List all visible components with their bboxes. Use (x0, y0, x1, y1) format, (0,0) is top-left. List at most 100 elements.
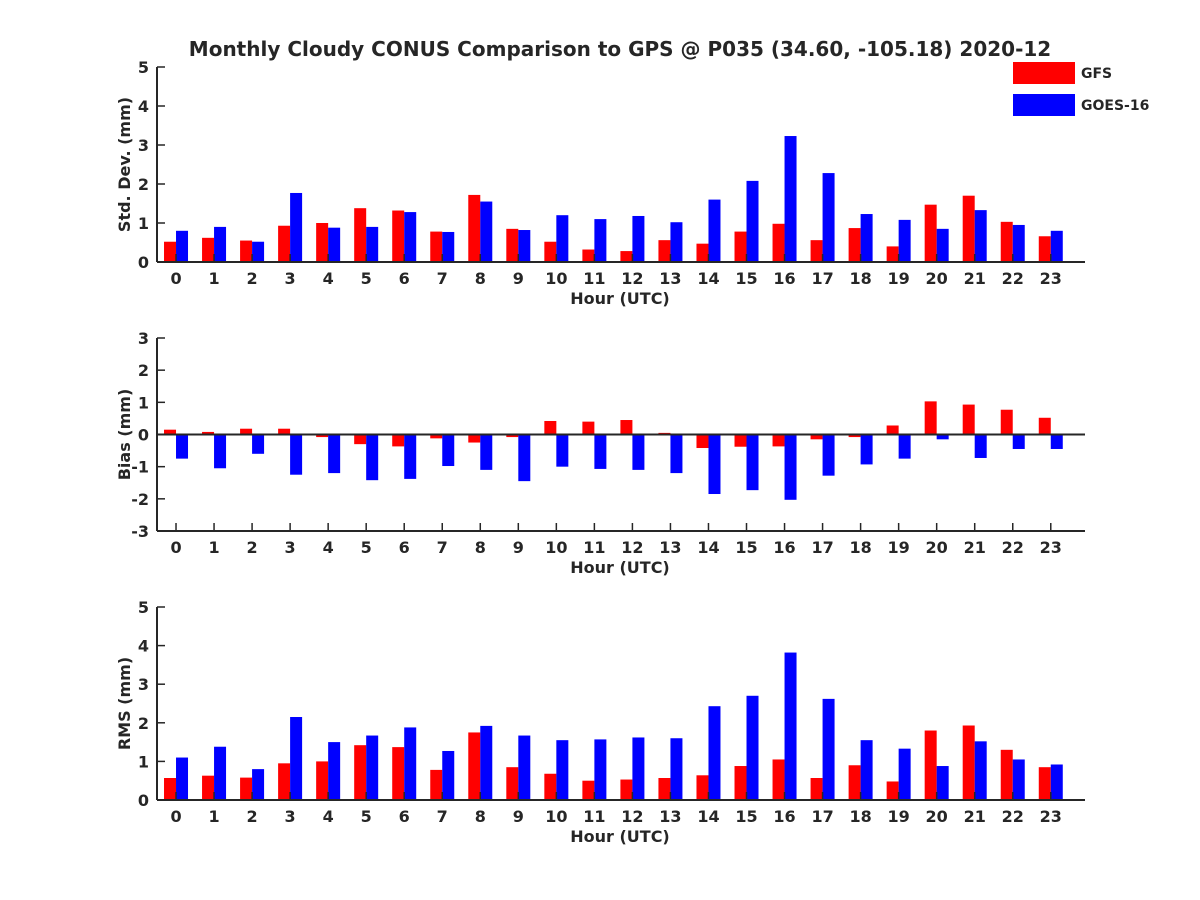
bar-gfs-3 (278, 428, 291, 435)
bar-goes-16-16 (784, 136, 797, 262)
bar-gfs-8 (468, 194, 481, 262)
y-tick-label: 4 (138, 637, 149, 656)
bar-goes-16-2 (252, 434, 265, 454)
bar-gfs-5 (354, 208, 367, 262)
bar-goes-16-19 (898, 748, 911, 800)
bar-gfs-13 (658, 240, 671, 262)
bar-goes-16-19 (898, 219, 911, 262)
bar-goes-16-18 (860, 434, 873, 465)
bar-gfs-2 (240, 777, 253, 800)
legend: GFS GOES-16 (1013, 62, 1149, 116)
bar-gfs-4 (316, 223, 329, 262)
x-tick-label: 16 (773, 538, 795, 557)
x-tick-label: 7 (437, 269, 448, 288)
bar-goes-16-20 (936, 434, 949, 440)
bar-gfs-12 (620, 779, 633, 800)
bar-goes-16-21 (974, 741, 987, 800)
bar-gfs-0 (164, 429, 177, 435)
bar-goes-16-12 (632, 434, 645, 470)
bar-gfs-20 (924, 204, 937, 262)
x-tick-label: 6 (399, 807, 410, 826)
x-tick-label: 9 (513, 538, 524, 557)
x-tick-label: 20 (926, 538, 948, 557)
bar-goes-16-1 (214, 746, 227, 800)
x-tick-label: 23 (1040, 538, 1062, 557)
x-tick-label: 5 (361, 269, 372, 288)
bar-gfs-10 (544, 773, 557, 800)
bar-gfs-1 (202, 775, 215, 800)
bar-goes-16-3 (290, 717, 303, 800)
x-tick-label: 17 (811, 807, 833, 826)
x-tick-label: 18 (849, 269, 871, 288)
bar-gfs-21 (962, 725, 975, 800)
bar-gfs-12 (620, 420, 633, 435)
bar-gfs-2 (240, 240, 253, 262)
bar-gfs-18 (848, 765, 861, 800)
bar-goes-16-11 (594, 434, 607, 469)
x-tick-label: 1 (208, 807, 219, 826)
bar-gfs-22 (1000, 749, 1013, 800)
bar-goes-16-3 (290, 192, 303, 262)
bar-gfs-15 (734, 231, 747, 262)
x-tick-label: 13 (659, 538, 681, 557)
y-tick-label: 2 (138, 714, 149, 733)
chart-title: Monthly Cloudy CONUS Comparison to GPS @… (189, 37, 1051, 61)
x-tick-label: 18 (849, 807, 871, 826)
bar-gfs-5 (354, 745, 367, 800)
y-tick-label: 1 (138, 214, 149, 233)
x-tick-label: 1 (208, 538, 219, 557)
bar-goes-16-2 (252, 769, 265, 800)
legend-label-goes-16: GOES-16 (1081, 98, 1149, 114)
bar-goes-16-4 (328, 742, 341, 800)
y-tick-label: 2 (138, 175, 149, 194)
bar-gfs-19 (886, 246, 899, 262)
bar-gfs-22 (1000, 221, 1013, 262)
bar-gfs-4 (316, 761, 329, 800)
x-tick-label: 12 (621, 807, 643, 826)
y-tick-label: 2 (138, 361, 149, 380)
bar-gfs-18 (848, 228, 861, 262)
bar-gfs-10 (544, 420, 557, 435)
bar-goes-16-5 (366, 434, 379, 481)
x-tick-label: 7 (437, 807, 448, 826)
bar-gfs-8 (468, 434, 481, 443)
legend-swatch-gfs (1013, 62, 1075, 84)
x-tick-label: 16 (773, 807, 795, 826)
bar-goes-16-6 (404, 434, 417, 479)
bar-goes-16-9 (518, 735, 531, 800)
y-tick-label: -2 (131, 490, 149, 509)
x-tick-label: 8 (475, 538, 486, 557)
bar-goes-16-6 (404, 727, 417, 800)
bar-goes-16-4 (328, 227, 341, 262)
bar-goes-16-10 (556, 740, 569, 800)
x-tick-label: 0 (170, 269, 181, 288)
bar-goes-16-21 (974, 210, 987, 262)
bar-goes-16-8 (480, 434, 493, 470)
bar-gfs-1 (202, 431, 215, 435)
bar-gfs-20 (924, 730, 937, 800)
x-tick-label: 5 (361, 538, 372, 557)
bar-goes-16-17 (822, 173, 835, 262)
bar-goes-16-3 (290, 434, 303, 475)
y-tick-label: 5 (138, 58, 149, 77)
bar-gfs-0 (164, 778, 177, 800)
x-axis-label: Hour (UTC) (570, 558, 670, 577)
bar-gfs-18 (848, 434, 861, 438)
x-tick-label: 23 (1040, 269, 1062, 288)
bar-gfs-19 (886, 425, 899, 435)
x-tick-label: 16 (773, 269, 795, 288)
bar-gfs-11 (582, 249, 595, 262)
bar-goes-16-1 (214, 434, 227, 469)
y-tick-label: 3 (138, 136, 149, 155)
bar-goes-16-15 (746, 434, 759, 491)
bar-goes-16-7 (442, 750, 455, 800)
bar-gfs-3 (278, 225, 291, 262)
bar-gfs-23 (1038, 236, 1051, 262)
bar-gfs-11 (582, 780, 595, 800)
bar-gfs-6 (392, 434, 405, 447)
bar-goes-16-7 (442, 231, 455, 262)
bar-goes-16-6 (404, 212, 417, 262)
bar-gfs-16 (772, 434, 785, 447)
